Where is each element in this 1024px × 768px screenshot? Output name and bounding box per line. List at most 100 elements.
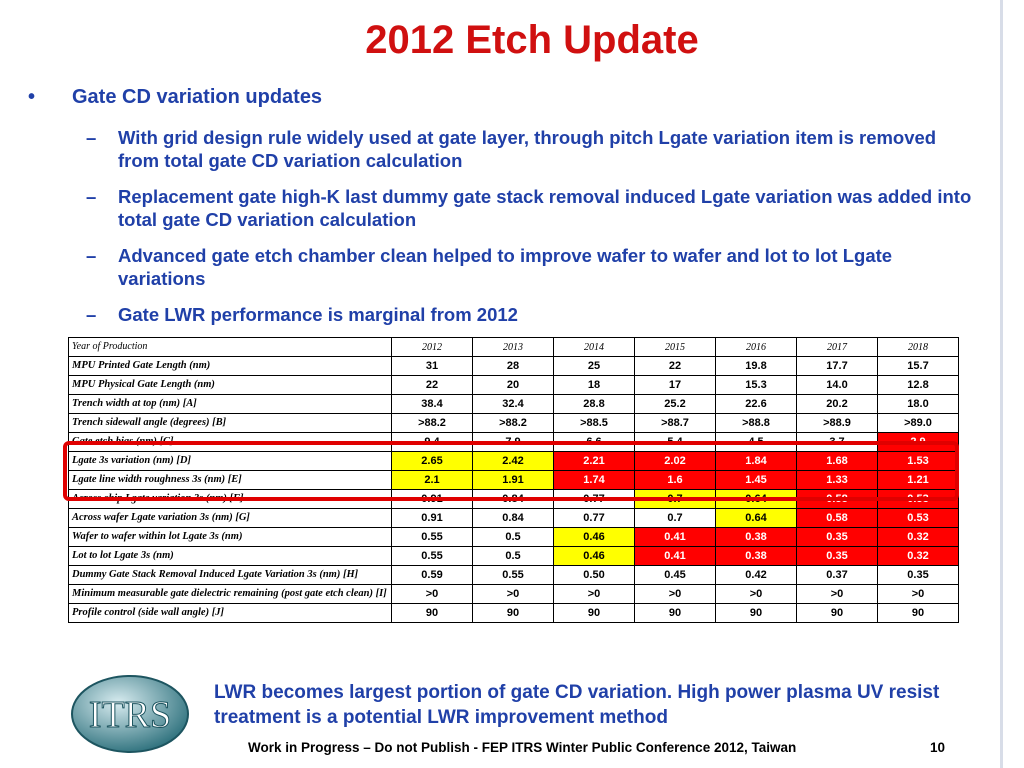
- table-row: MPU Printed Gate Length (nm) 31 28 25 22 19.8…: [68, 356, 959, 376]
- row-label: MPU Physical Gate Length (nm): [68, 375, 392, 395]
- table-row: MPU Physical Gate Length (nm) 22 20 18 17 15.…: [68, 375, 959, 395]
- highlight-box: [63, 441, 959, 501]
- cell: 18.0: [877, 394, 959, 414]
- cell: 31: [391, 356, 473, 376]
- cell: 2016: [715, 337, 797, 357]
- title: 2012 Etch Update: [365, 18, 699, 62]
- cell: 25.2: [634, 394, 716, 414]
- logo-globe: [71, 675, 189, 753]
- row-label: Wafer to wafer within lot Lgate 3s (nm): [68, 527, 392, 547]
- bullet-text: Gate CD variation updates: [72, 86, 323, 108]
- cell: 17.7: [796, 356, 878, 376]
- cell: 0.59: [391, 565, 473, 585]
- cell: 2013: [472, 337, 554, 357]
- cell: 0.38: [715, 527, 797, 547]
- cell: >0: [391, 584, 473, 604]
- cell: 1.68: [796, 451, 878, 471]
- sub-bullet-text: Replacement gate high-K last dummy gate …: [118, 186, 972, 230]
- cell: 2.21: [553, 451, 635, 471]
- dash: –: [86, 127, 97, 148]
- cell: >89.0: [877, 413, 959, 433]
- cell: 17: [634, 375, 716, 395]
- cell: 2015: [634, 337, 716, 357]
- cell: 0.58: [796, 508, 878, 528]
- cell: 0.32: [877, 546, 959, 566]
- cell: 2.02: [634, 451, 716, 471]
- sub-bullet: – Gate LWR performance is marginal from 2…: [86, 303, 978, 326]
- logo: ITRS: [71, 675, 189, 753]
- cell: 28: [472, 356, 554, 376]
- row-label: Trench sidewall angle (degrees) [B]: [68, 413, 392, 433]
- cell: 0.55: [391, 527, 473, 547]
- sub-bullet-text: Advanced gate etch chamber clean helped …: [118, 245, 893, 289]
- table-row: Lgate 3s variation (nm) [D] 2.65 2.42 2.21 2…: [68, 451, 959, 471]
- table-row: Dummy Gate Stack Removal Induced Lgate V…: [68, 565, 959, 585]
- side-bar: [1000, 0, 1003, 768]
- sub-bullet: – With grid design rule widely used at ga…: [86, 126, 978, 172]
- cell: 0.35: [796, 527, 878, 547]
- sub-bullet-text: With grid design rule widely used at gat…: [118, 127, 937, 171]
- cell: 0.35: [877, 565, 959, 585]
- cell: 90: [472, 603, 554, 623]
- cell: 15.3: [715, 375, 797, 395]
- cell: 1.91: [472, 470, 554, 490]
- cell: 22: [634, 356, 716, 376]
- cell: 0.41: [634, 546, 716, 566]
- cell: 18: [553, 375, 635, 395]
- cell: 0.46: [553, 546, 635, 566]
- page-number: 10: [930, 740, 946, 755]
- cell: 0.55: [391, 546, 473, 566]
- cell: 38.4: [391, 394, 473, 414]
- row-label: Trench width at top (nm) [A]: [68, 394, 392, 414]
- table-row: Lot to lot Lgate 3s (nm) 0.55 0.5 0.46 0.41 0…: [68, 546, 959, 566]
- sub-bullet: – Replacement gate high-K last dummy gate…: [86, 185, 978, 231]
- sub-bullets: – With grid design rule widely used at ga…: [86, 126, 978, 339]
- cell: >88.2: [391, 413, 473, 433]
- dash: –: [86, 245, 97, 266]
- cell: 0.64: [715, 508, 797, 528]
- cell: 15.7: [877, 356, 959, 376]
- cell: >0: [877, 584, 959, 604]
- cell: 0.7: [634, 508, 716, 528]
- cell: 0.91: [391, 508, 473, 528]
- cell: >88.8: [715, 413, 797, 433]
- table-row: Minimum measurable gate dielectric remai…: [68, 584, 959, 604]
- sub-bullet-text: Gate LWR performance is marginal from 20…: [118, 304, 518, 325]
- cell: 2012: [391, 337, 473, 357]
- row-label: Year of Production: [68, 337, 392, 357]
- cell: 90: [715, 603, 797, 623]
- cell: 0.5: [472, 546, 554, 566]
- cell: >0: [472, 584, 554, 604]
- cell: 1.6: [634, 470, 716, 490]
- table-row: Trench sidewall angle (degrees) [B] >88.2…: [68, 413, 959, 433]
- cell: 0.41: [634, 527, 716, 547]
- dash: –: [86, 186, 97, 207]
- cell: >88.5: [553, 413, 635, 433]
- cell: 20.2: [796, 394, 878, 414]
- row-label: MPU Printed Gate Length (nm): [68, 356, 392, 376]
- table-row: Wafer to wafer within lot Lgate 3s (nm) 0…: [68, 527, 959, 547]
- cell: 90: [391, 603, 473, 623]
- cell: 19.8: [715, 356, 797, 376]
- cell: 0.46: [553, 527, 635, 547]
- cell: 0.55: [472, 565, 554, 585]
- cell: >88.9: [796, 413, 878, 433]
- cell: 28.8: [553, 394, 635, 414]
- cell: 2014: [553, 337, 635, 357]
- cell: 0.5: [472, 527, 554, 547]
- cell: 25: [553, 356, 635, 376]
- cell: 0.84: [472, 508, 554, 528]
- cell: 0.53: [877, 508, 959, 528]
- cell: 0.38: [715, 546, 797, 566]
- cell: 0.42: [715, 565, 797, 585]
- row-label: Across wafer Lgate variation 3s (nm) [G]: [68, 508, 392, 528]
- cell: 20: [472, 375, 554, 395]
- cell: 2018: [877, 337, 959, 357]
- cell: 0.77: [553, 508, 635, 528]
- cell: >88.2: [472, 413, 554, 433]
- cell: 90: [796, 603, 878, 623]
- dash: –: [86, 304, 97, 325]
- cell: 1.21: [877, 470, 959, 490]
- row-label: Minimum measurable gate dielectric remai…: [68, 584, 392, 604]
- sub-bullet: – Advanced gate etch chamber clean helped…: [86, 244, 978, 290]
